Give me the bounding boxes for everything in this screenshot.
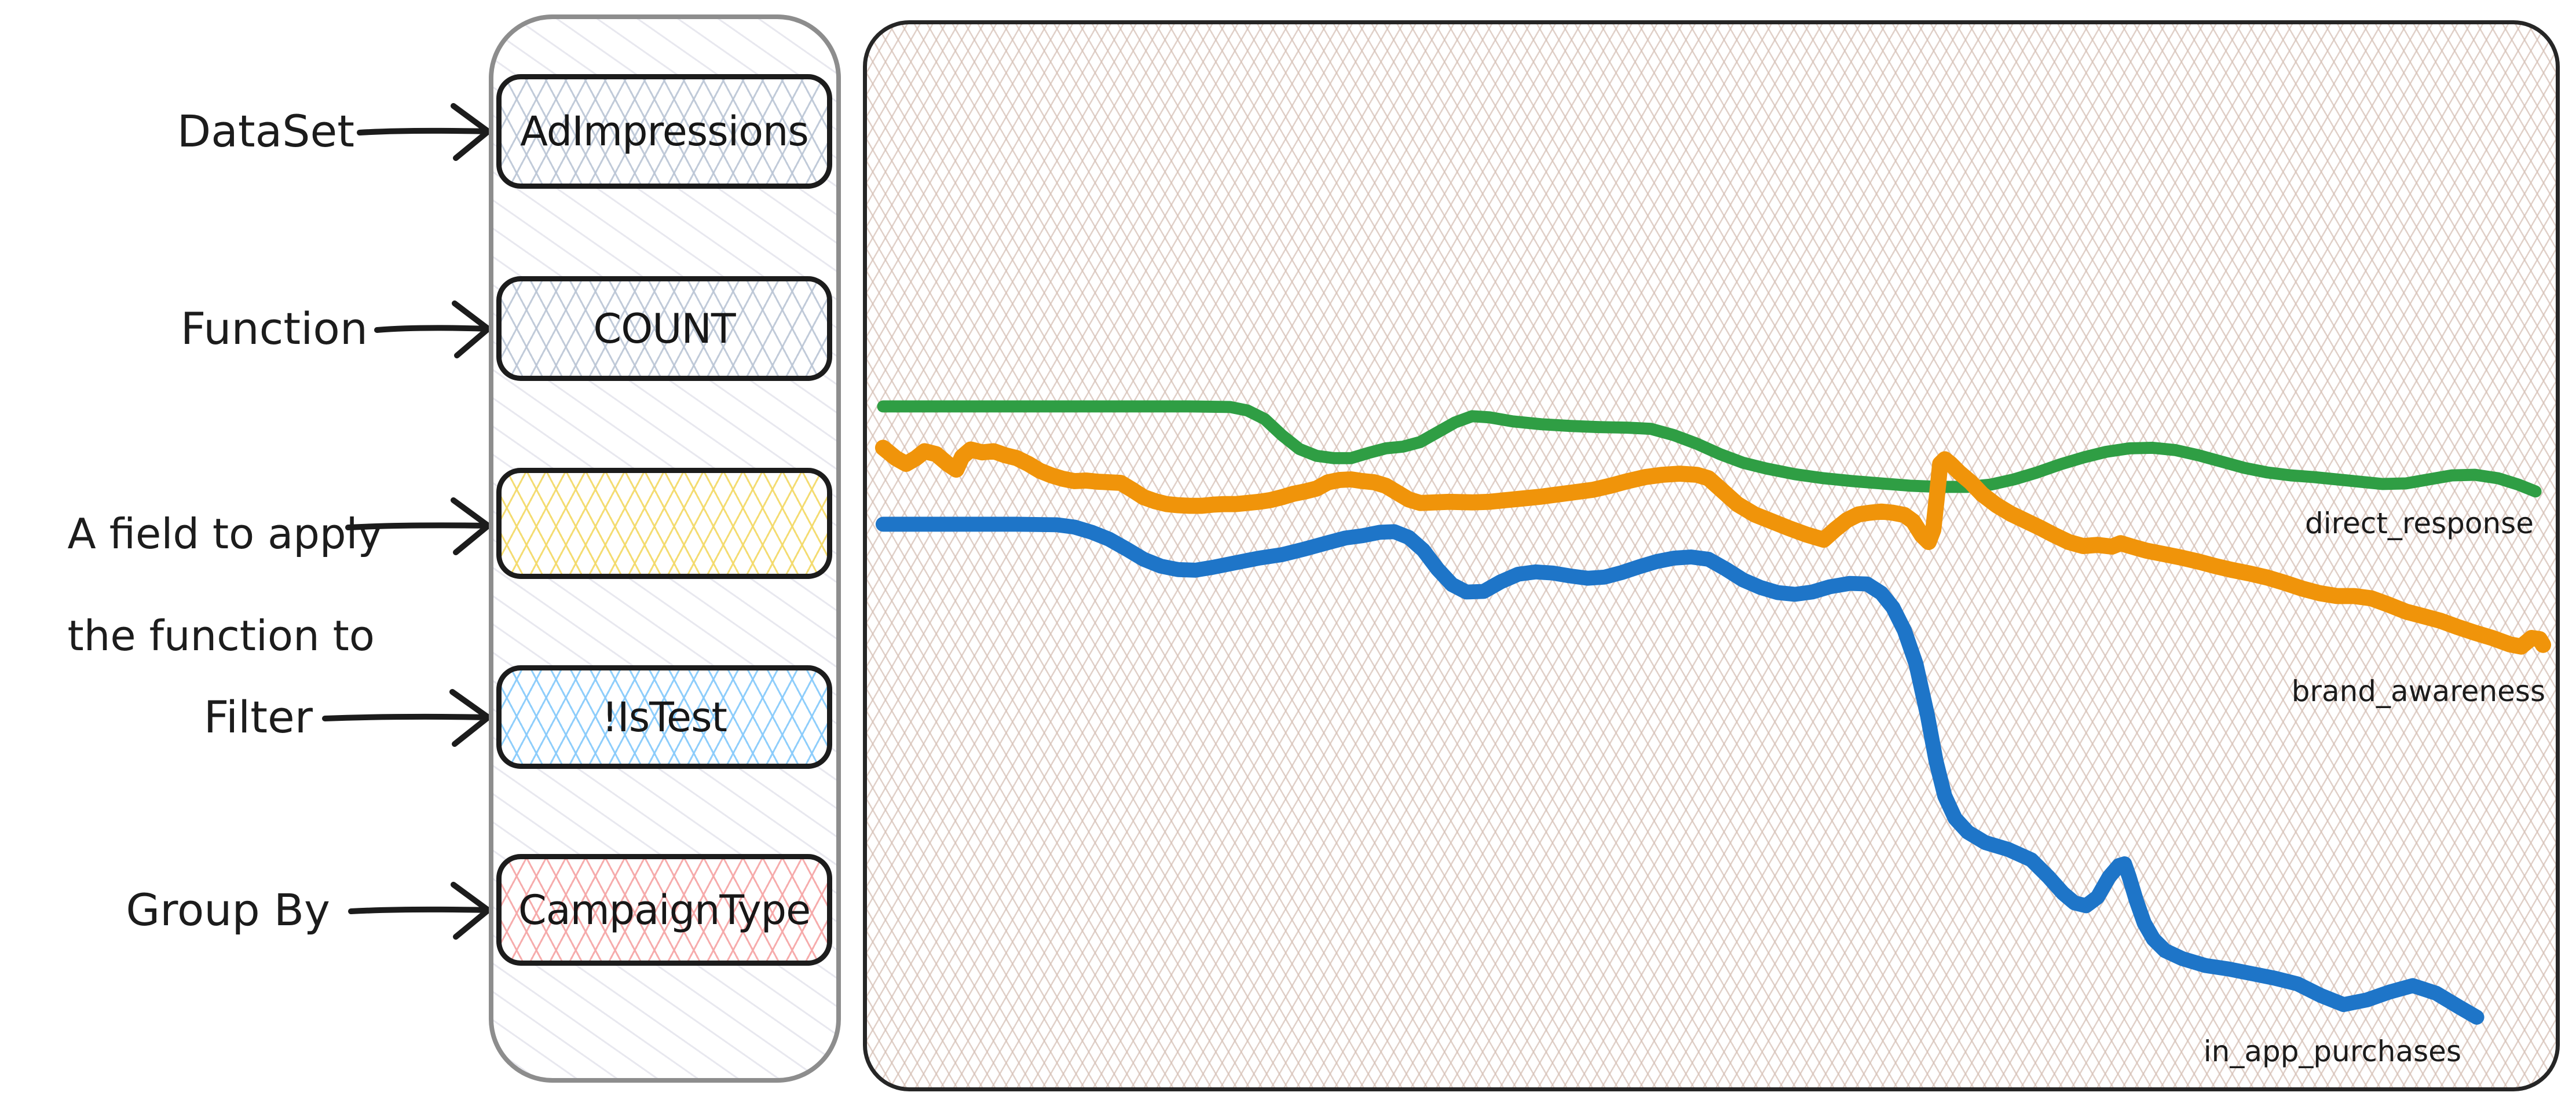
function-box: COUNT — [496, 276, 832, 381]
chart-panel — [863, 20, 2560, 1091]
filter-box-value: !IsTest — [601, 693, 727, 741]
series-label-direct-response: direct_response — [2304, 507, 2534, 540]
dataset-arrow-icon — [357, 103, 491, 161]
series-line-direct_response — [877, 400, 2542, 498]
group-by-arrow-icon — [348, 882, 491, 940]
series-label-in-app-purchases: in_app_purchases — [2203, 1035, 2461, 1068]
dataset-box: AdImpressions — [496, 74, 832, 189]
group-by-box-value: CampaignType — [518, 886, 811, 934]
field-arrow-icon — [345, 497, 491, 555]
label-field-line1: A field to apply — [67, 509, 383, 558]
dataset-box-value: AdImpressions — [520, 108, 809, 155]
function-box-value: COUNT — [593, 305, 736, 353]
function-arrow-icon — [374, 300, 491, 358]
filter-arrow-icon — [322, 689, 491, 747]
label-group-by: Group By — [126, 884, 330, 936]
label-field: A field to apply the function to — [14, 457, 383, 712]
series-line-in_app_purchases — [875, 516, 2484, 1025]
label-dataset: DataSet — [177, 105, 354, 157]
field-box — [496, 468, 832, 579]
group-by-box: CampaignType — [496, 854, 832, 966]
label-function: Function — [180, 303, 368, 354]
filter-box: !IsTest — [496, 665, 832, 769]
label-field-line2: the function to — [67, 611, 375, 660]
chart-svg — [874, 400, 2552, 1025]
series-line-brand_awareness — [874, 439, 2552, 655]
series-label-brand-awareness: brand_awareness — [2291, 675, 2545, 708]
label-filter: Filter — [203, 691, 313, 743]
